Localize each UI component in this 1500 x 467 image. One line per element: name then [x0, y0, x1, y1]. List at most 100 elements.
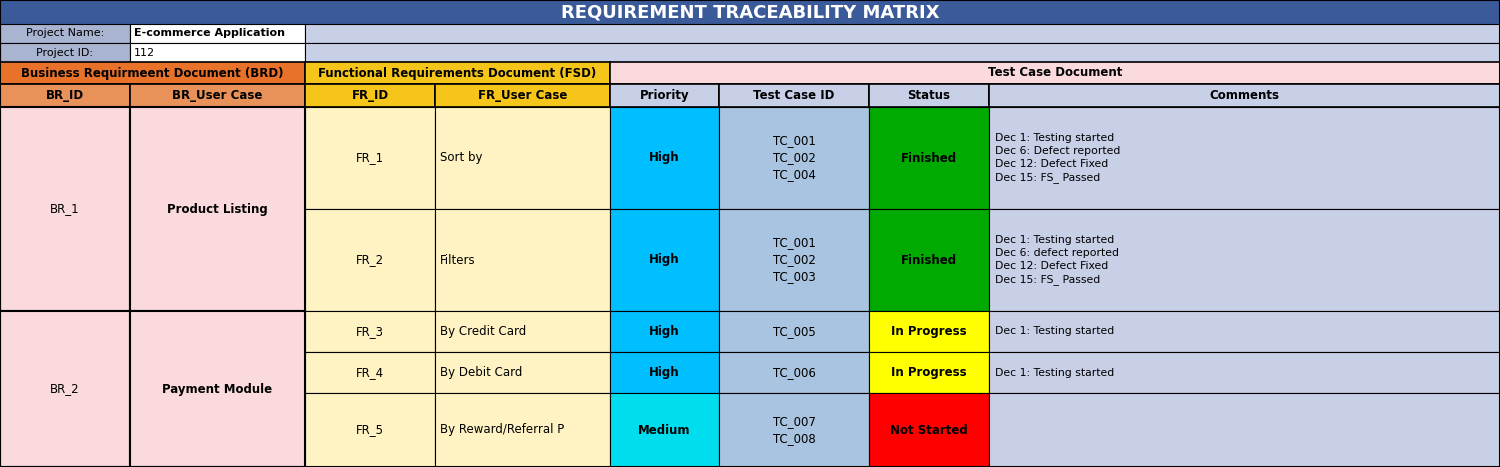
- Text: High: High: [650, 151, 680, 164]
- Text: FR_1: FR_1: [356, 151, 384, 164]
- Bar: [0, 43, 130, 62]
- Bar: [718, 107, 868, 209]
- Bar: [304, 107, 435, 209]
- Bar: [868, 352, 988, 393]
- Text: E-commerce Application: E-commerce Application: [134, 28, 285, 38]
- Bar: [304, 393, 435, 467]
- Text: TC_001
TC_002
TC_004: TC_001 TC_002 TC_004: [772, 134, 816, 182]
- Bar: [130, 311, 304, 467]
- Text: BR_2: BR_2: [50, 382, 80, 396]
- Text: Dec 1: Testing started: Dec 1: Testing started: [994, 326, 1114, 337]
- Text: Project ID:: Project ID:: [36, 48, 93, 57]
- Bar: [304, 209, 435, 311]
- Text: FR_2: FR_2: [356, 254, 384, 267]
- Bar: [435, 311, 610, 352]
- Text: High: High: [650, 254, 680, 267]
- Bar: [304, 43, 1500, 62]
- Text: In Progress: In Progress: [891, 366, 968, 379]
- Bar: [610, 352, 718, 393]
- Bar: [0, 311, 130, 352]
- Bar: [610, 311, 718, 352]
- Bar: [130, 43, 304, 62]
- Bar: [0, 62, 304, 84]
- Bar: [868, 209, 988, 311]
- Text: Status: Status: [908, 89, 951, 102]
- Bar: [435, 352, 610, 393]
- Bar: [304, 107, 435, 209]
- Bar: [868, 393, 988, 467]
- Text: BR_User Case: BR_User Case: [172, 89, 262, 102]
- Bar: [435, 311, 610, 352]
- Bar: [610, 209, 718, 311]
- Bar: [304, 393, 435, 467]
- Bar: [304, 352, 435, 393]
- Text: BR_ID: BR_ID: [46, 89, 84, 102]
- Text: Dec 1: Testing started
Dec 6: Defect reported
Dec 12: Defect Fixed
Dec 15: FS_ P: Dec 1: Testing started Dec 6: Defect rep…: [994, 133, 1120, 183]
- Text: Medium: Medium: [639, 424, 690, 437]
- Text: REQUIREMENT TRACEABILITY MATRIX: REQUIREMENT TRACEABILITY MATRIX: [561, 3, 939, 21]
- Bar: [304, 311, 435, 352]
- Bar: [130, 107, 304, 311]
- Bar: [610, 393, 718, 467]
- Text: Sort by: Sort by: [440, 151, 483, 164]
- Text: 112: 112: [134, 48, 154, 57]
- Bar: [130, 352, 304, 393]
- Text: Priority: Priority: [639, 89, 690, 102]
- Bar: [304, 62, 610, 84]
- Text: FR_ID: FR_ID: [351, 89, 388, 102]
- Text: Dec 1: Testing started: Dec 1: Testing started: [994, 368, 1114, 377]
- Text: FR_User Case: FR_User Case: [478, 89, 567, 102]
- Bar: [304, 209, 435, 311]
- Text: TC_005: TC_005: [772, 325, 816, 338]
- Bar: [988, 107, 1500, 209]
- Bar: [718, 311, 868, 352]
- Text: High: High: [650, 366, 680, 379]
- Text: In Progress: In Progress: [891, 325, 968, 338]
- Bar: [610, 84, 718, 107]
- Bar: [718, 352, 868, 393]
- Text: TC_006: TC_006: [772, 366, 816, 379]
- Text: Filters: Filters: [440, 254, 476, 267]
- Bar: [0, 393, 130, 467]
- Text: Dec 1: Testing started
Dec 6: defect reported
Dec 12: Defect Fixed
Dec 15: FS_ P: Dec 1: Testing started Dec 6: defect rep…: [994, 235, 1119, 285]
- Bar: [435, 84, 610, 107]
- Bar: [718, 84, 868, 107]
- Bar: [0, 24, 130, 43]
- Bar: [304, 84, 435, 107]
- Bar: [610, 107, 718, 209]
- Text: Comments: Comments: [1209, 89, 1280, 102]
- Text: Product Listing: Product Listing: [166, 203, 268, 215]
- Bar: [435, 393, 610, 467]
- Bar: [988, 393, 1500, 467]
- Bar: [988, 209, 1500, 311]
- Bar: [0, 209, 130, 311]
- Text: By Credit Card: By Credit Card: [440, 325, 526, 338]
- Bar: [304, 24, 1500, 43]
- Bar: [718, 209, 868, 311]
- Text: Payment Module: Payment Module: [162, 382, 273, 396]
- Text: Business Requirmeent Document (BRD): Business Requirmeent Document (BRD): [21, 66, 284, 79]
- Bar: [0, 107, 130, 311]
- Bar: [130, 393, 304, 467]
- Text: Finished: Finished: [902, 254, 957, 267]
- Bar: [130, 84, 304, 107]
- Text: TC_001
TC_002
TC_003: TC_001 TC_002 TC_003: [772, 236, 816, 283]
- Bar: [0, 311, 130, 467]
- Bar: [868, 84, 988, 107]
- Bar: [130, 24, 304, 43]
- Text: Test Case ID: Test Case ID: [753, 89, 834, 102]
- Bar: [304, 352, 435, 393]
- Bar: [868, 311, 988, 352]
- Text: By Debit Card: By Debit Card: [440, 366, 522, 379]
- Bar: [988, 84, 1500, 107]
- Text: FR_3: FR_3: [356, 325, 384, 338]
- Text: FR_4: FR_4: [356, 366, 384, 379]
- Bar: [868, 107, 988, 209]
- Bar: [435, 393, 610, 467]
- Text: Functional Requirements Document (FSD): Functional Requirements Document (FSD): [318, 66, 597, 79]
- Bar: [435, 107, 610, 209]
- Bar: [718, 393, 868, 467]
- Bar: [435, 107, 610, 209]
- Bar: [988, 311, 1500, 352]
- Text: Not Started: Not Started: [890, 424, 968, 437]
